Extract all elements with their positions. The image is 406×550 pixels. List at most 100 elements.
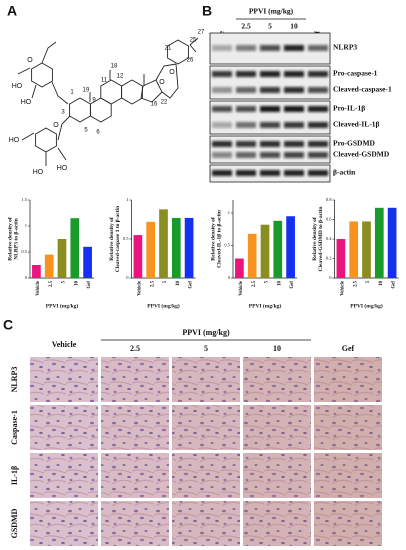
bar [44,254,54,278]
ihc-row-label: Caspase-1 [10,410,19,445]
bar [362,221,371,278]
panel-label: B [202,3,212,19]
x-tick-label: 2.5 [150,280,155,287]
blot-band [260,87,280,93]
bar [235,258,244,278]
structure-label: 21 [165,46,172,52]
blot-band [284,87,304,93]
lane-label: 5 [268,22,272,31]
structure-label: 26 [187,58,194,64]
x-tick-label: 5 [62,280,67,283]
ihc-tint [101,501,169,546]
structure-label: O [159,79,165,86]
bar [133,235,143,278]
blot-frame [209,100,331,135]
panel-label: A [7,3,17,19]
ring-bond [140,63,179,103]
ihc-image [243,501,311,546]
structure-label: 5 [84,128,88,134]
ihc-tint [30,405,98,450]
blot-band [212,152,232,158]
y-tick-label: 1.5 [21,197,27,202]
protein-label: Pro-caspase-1 [333,69,378,78]
blot-band [236,152,256,158]
x-tick-label: Vehicle [239,281,244,296]
ihc-image [314,501,382,546]
panel-label: C [3,317,13,333]
ihc-column-label: Gef [342,344,355,353]
bar [336,239,346,278]
blot-band [308,152,328,158]
x-axis-label: PPVI (mg/kg) [46,302,79,309]
ihc-row-label: GSDMD [10,508,19,538]
bar [70,218,80,278]
x-tick-label: 5 [163,280,168,283]
ihc-tint [172,405,240,450]
blot-band [260,122,280,128]
x-tick-label: Vehicle [137,281,142,296]
y-tick-label: 1 [25,223,27,228]
ihc-tint [101,453,169,498]
y-axis-label: Relative density of [210,217,216,261]
ihc-column-label: Vehicle [52,340,77,349]
x-axis-label: PPVI (mg/kg) [249,302,282,309]
blot-band [236,87,256,93]
ihc-tint [172,357,240,402]
protein-label: β-actin [333,168,356,177]
bond [17,37,199,166]
blot-band [212,141,232,147]
protein-label: NLRP3 [333,43,357,52]
bar [146,221,156,278]
structure-label: HO [57,165,68,172]
bar [260,224,270,278]
protein-label: Cleaved-IL-1β [333,120,379,129]
y-axis-label: Relative density of [312,217,318,261]
x-tick-label: Vehicle [36,281,41,296]
structure-label: HO [33,169,44,176]
structure-label: O [27,57,33,64]
structure-label: 22 [161,100,168,106]
blot-band [260,45,280,51]
ihc-image [30,405,98,450]
ihc-tint [101,357,169,402]
blot-band [260,106,280,112]
x-tick-label: 10 [176,280,181,285]
blot-band [308,106,328,112]
blot-band [212,122,232,128]
protein-label: Cleaved-GSDMD [333,150,390,159]
blot-band [236,45,256,51]
x-tick-label: 5 [366,280,371,283]
ihc-image [30,453,98,498]
ihc-image [172,357,240,402]
y-tick-label: 0.8 [326,197,332,202]
ihc-tint [314,501,382,546]
ihc-image [243,453,311,498]
protein-label: Pro-IL-1β [333,104,365,113]
y-tick-label: 0.2 [326,256,332,261]
y-axis-label: Cleaved-IL-1β to β-actin [216,210,222,268]
ihc-image [30,357,98,402]
x-tick-label: 5 [265,280,270,283]
blot-band [236,106,256,112]
ihc-image [314,405,382,450]
blot-band [212,71,232,77]
structure-label: 25 [190,38,197,44]
ihc-tint [314,405,382,450]
ihc-tint [30,501,98,546]
blot-band [284,45,304,51]
structure-label: 16 [151,102,158,108]
structure-label: 9 [92,98,96,104]
blot-band [236,122,256,128]
structure-label: 12 [117,74,124,80]
y-tick-label: 0.6 [326,217,332,222]
blot-band [212,45,232,51]
x-axis-label: PPVI (mg/kg) [350,302,383,309]
ihc-row-label: NLRP3 [10,367,19,393]
x-axis-label: PPVI (mg/kg) [147,302,180,309]
ihc-tint [243,501,311,546]
bar [374,207,384,278]
x-tick-label: 2.5 [49,280,54,287]
bar [273,220,283,278]
structure-label: 27 [198,30,205,36]
